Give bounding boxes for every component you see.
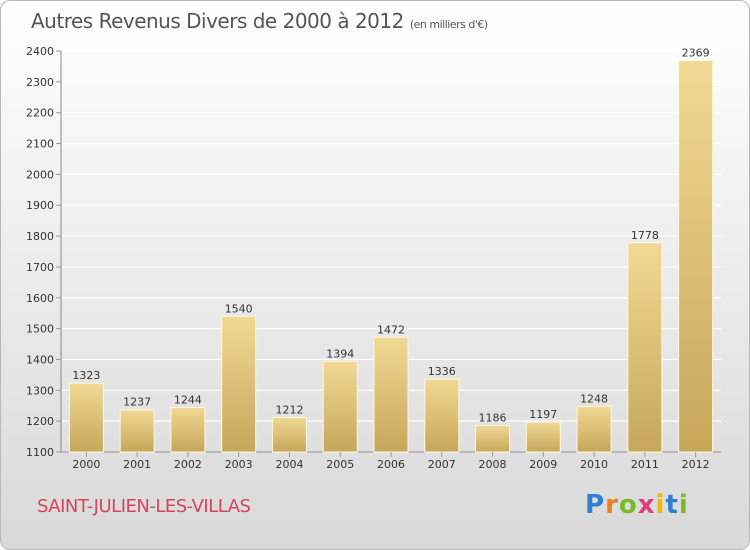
bar <box>68 382 104 453</box>
data-label: 1244 <box>174 394 202 407</box>
data-label: 1323 <box>72 369 100 382</box>
y-tick-label: 1700 <box>26 261 54 274</box>
x-tick-label: 2011 <box>631 458 659 471</box>
x-tick-label: 2010 <box>580 458 608 471</box>
bar <box>475 424 511 453</box>
bar <box>576 405 612 453</box>
chart-title-text: Autres Revenus Divers de 2000 à 2012 <box>31 9 404 33</box>
town-name: SAINT-JULIEN-LES-VILLAS <box>37 496 251 517</box>
bar <box>678 60 714 453</box>
chart-subtitle: (en milliers d'€) <box>409 18 488 31</box>
bar <box>373 336 409 453</box>
data-label: 1540 <box>225 302 253 315</box>
y-tick-label: 2100 <box>26 138 54 151</box>
y-tick-label: 1800 <box>26 230 54 243</box>
y-tick-label: 2400 <box>26 45 54 58</box>
data-label: 1394 <box>326 347 354 360</box>
y-tick-label: 1600 <box>26 292 54 305</box>
x-tick-label: 2002 <box>174 458 202 471</box>
x-tick-label: 2005 <box>326 458 354 471</box>
x-tick-label: 2006 <box>377 458 405 471</box>
bar <box>170 407 206 453</box>
bar <box>119 409 155 453</box>
proxiti-logo: Proxiti <box>585 490 689 520</box>
bar <box>271 416 307 453</box>
logo-letter: r <box>605 490 619 520</box>
y-tick-label: 1200 <box>26 415 54 428</box>
data-label: 1248 <box>580 392 608 405</box>
x-tick-label: 2007 <box>428 458 456 471</box>
data-label: 1336 <box>428 365 456 378</box>
logo-letter: i <box>678 490 689 520</box>
logo-letter: t <box>665 490 679 520</box>
data-label: 1237 <box>123 396 151 409</box>
data-label: 2369 <box>682 47 710 60</box>
logo-letter: x <box>637 490 656 520</box>
data-label: 1212 <box>275 403 303 416</box>
x-tick-label: 2000 <box>72 458 100 471</box>
bar <box>627 242 663 453</box>
x-tick-label: 2004 <box>275 458 303 471</box>
x-tick-label: 2009 <box>529 458 557 471</box>
bar <box>221 315 257 453</box>
data-label: 1472 <box>377 323 405 336</box>
chart-title: Autres Revenus Divers de 2000 à 2012 (en … <box>31 9 488 33</box>
y-tick-label: 1500 <box>26 323 54 336</box>
x-tick-label: 2003 <box>225 458 253 471</box>
data-label: 1186 <box>479 411 507 424</box>
logo-letter: i <box>655 490 666 520</box>
data-label: 1197 <box>529 408 557 421</box>
y-tick-label: 1300 <box>26 384 54 397</box>
logo-letter: P <box>585 490 606 520</box>
y-tick-label: 1400 <box>26 353 54 366</box>
x-tick-label: 2001 <box>123 458 151 471</box>
logo-letter: o <box>618 490 638 520</box>
bar <box>525 421 561 453</box>
x-tick-label: 2008 <box>479 458 507 471</box>
data-label: 1778 <box>631 229 659 242</box>
bar <box>424 378 460 453</box>
y-tick-label: 2000 <box>26 168 54 181</box>
y-tick-label: 1900 <box>26 199 54 212</box>
x-tick-label: 2012 <box>682 458 710 471</box>
y-tick-label: 2300 <box>26 76 54 89</box>
y-tick-label: 2200 <box>26 107 54 120</box>
bar <box>322 360 358 453</box>
y-tick-label: 1100 <box>26 446 54 459</box>
